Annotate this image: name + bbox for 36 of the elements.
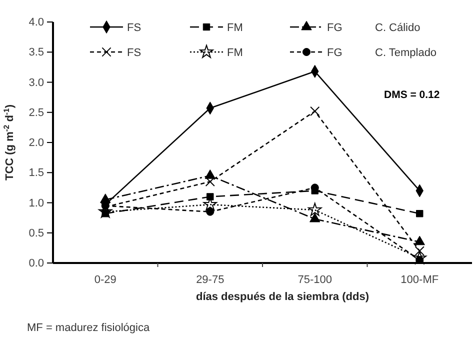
legend-label: FM (227, 47, 243, 59)
y-tick-label: 0.0 (28, 258, 44, 270)
point (204, 170, 216, 179)
point (308, 202, 322, 216)
point (206, 208, 214, 216)
y-tick-label: 1.5 (28, 167, 44, 180)
legend-label: FS (127, 22, 142, 34)
x-tick-label: 75-100 (298, 274, 332, 286)
point (100, 194, 111, 203)
point (206, 193, 214, 200)
annotation: C. Templado (375, 47, 437, 59)
point (414, 236, 425, 246)
point (310, 212, 320, 222)
legend-label: FS (127, 47, 142, 59)
point (416, 210, 424, 218)
y-tick-label: 3.0 (28, 76, 44, 89)
y-tick-label: 4.0 (28, 16, 44, 29)
x-tick-label: 100-MF (400, 274, 439, 286)
x-tick-label: 0-29 (94, 274, 116, 286)
x-axis-title: días después de la siembra (dds) (196, 291, 370, 303)
annotation: DMS = 0.12 (384, 89, 440, 101)
y-tick-label: 1.0 (28, 197, 44, 210)
point (205, 176, 215, 186)
point (310, 106, 320, 116)
legend-label: FG (327, 47, 342, 59)
y-tick-label: 2.0 (28, 137, 44, 150)
y-tick-label: 3.5 (28, 46, 44, 59)
annotation: C. Cálido (375, 22, 420, 34)
point (414, 246, 424, 256)
legend-label: FG (327, 22, 342, 34)
x-tick-label: 29-75 (196, 274, 224, 286)
point (412, 251, 426, 264)
legend-label: FM (227, 22, 243, 34)
y-tick-label: 2.5 (28, 106, 44, 119)
y-tick-label: 0.5 (28, 227, 44, 240)
text: MF = madurez fisiológica (27, 322, 150, 334)
